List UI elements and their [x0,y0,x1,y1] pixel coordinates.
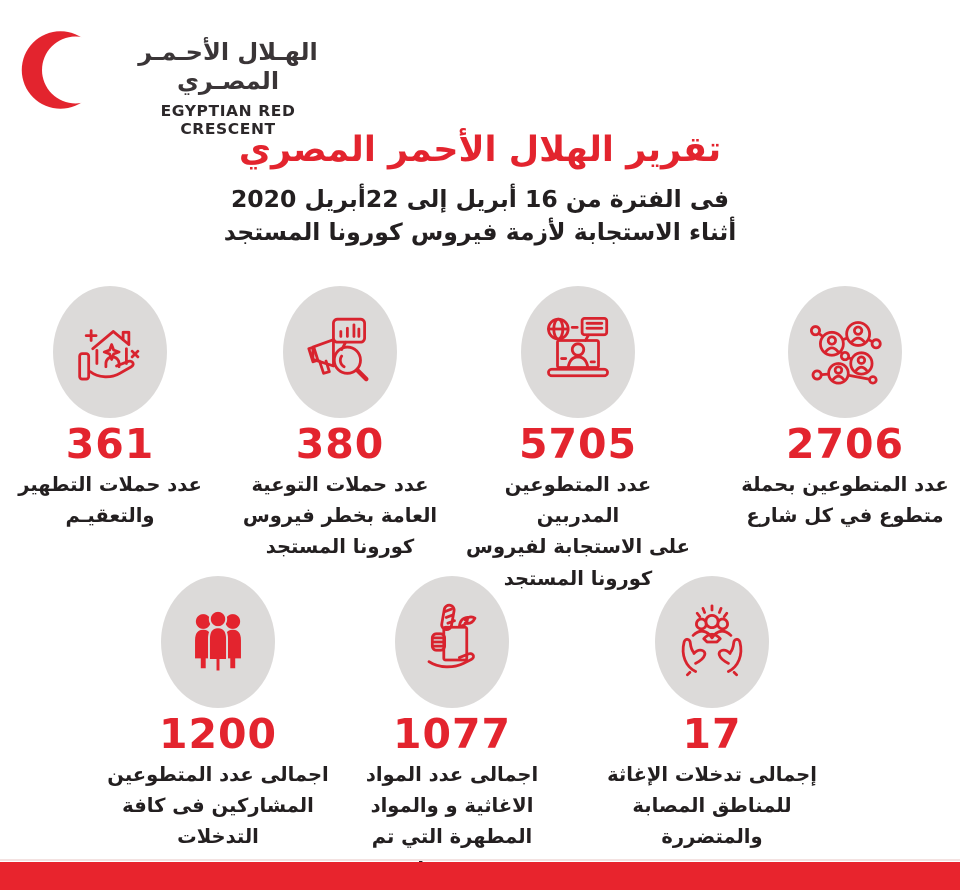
stat-value: 2706 [785,420,905,468]
stat-label: اجمالى عدد المتطوعين المشاركين فى كافة ا… [107,763,329,849]
relief-supplies-icon [395,576,509,708]
stat-awareness-campaigns: 380 عدد حملات التوعية العامة بخطر فيروس … [225,286,455,563]
stat-value: 5705 [518,420,638,468]
stat-value: 361 [65,420,155,468]
awareness-campaigns-icon [283,286,397,418]
report-title: تقرير الهلال الأحمر المصري [238,130,722,170]
logo-names: الهـلال الأحـمـر المصـري EGYPTIAN RED CR… [114,26,342,138]
stat-label: عدد المتطوعين بحملة متطوع في كل شارع [741,473,949,528]
stat-value: 17 [682,710,742,758]
stat-trained-volunteers: 5705 عدد المتطوعين المدربين على الاستجاب… [463,286,693,594]
stat-value: 1200 [158,710,278,758]
report-period: فى الفترة من 16 أبريل إلى 22أبريل 2020 [230,185,730,213]
footer-divider [0,859,960,861]
sanitization-campaigns-icon [53,286,167,418]
stat-label: عدد حملات التوعية العامة بخطر فيروس كورو… [242,473,438,559]
volunteer-network-icon [788,286,902,418]
stat-street-volunteers: 2706 عدد المتطوعين بحملة متطوع في كل شار… [730,286,960,531]
stat-sanitization-campaigns: 361 عدد حملات التطهير والتعقيـم [0,286,225,531]
stat-value: 380 [295,420,385,468]
volunteers-group-icon [161,576,275,708]
stat-label: عدد المتطوعين المدربين على الاستجابة لفي… [466,473,690,590]
stat-total-volunteers: 1200 اجمالى عدد المتطوعين المشاركين فى ك… [103,576,333,853]
red-crescent-icon [21,31,108,109]
footer-red-bar [0,862,960,890]
community-care-icon [655,576,769,708]
logo-english-name: EGYPTIAN RED CRESCENT [160,101,296,138]
stat-label: عدد حملات التطهير والتعقيـم [18,473,202,528]
stat-relief-interventions: 17 إجمالى تدخلات الإغاثة للمناطق المصابة… [597,576,827,853]
organization-logo: الهـلال الأحـمـر المصـري EGYPTIAN RED CR… [20,26,342,138]
logo-arabic-name: الهـلال الأحـمـر المصـري [138,38,318,95]
stat-distributed-supplies: 1077 اجمالى عدد المواد الاغاثية و والموا… [337,576,567,884]
stat-value: 1077 [392,710,512,758]
online-training-icon [521,286,635,418]
report-context: أثناء الاستجابة لأزمة فيروس كورونا المست… [223,218,737,246]
stat-label: إجمالى تدخلات الإغاثة للمناطق المصابة وا… [607,763,817,849]
